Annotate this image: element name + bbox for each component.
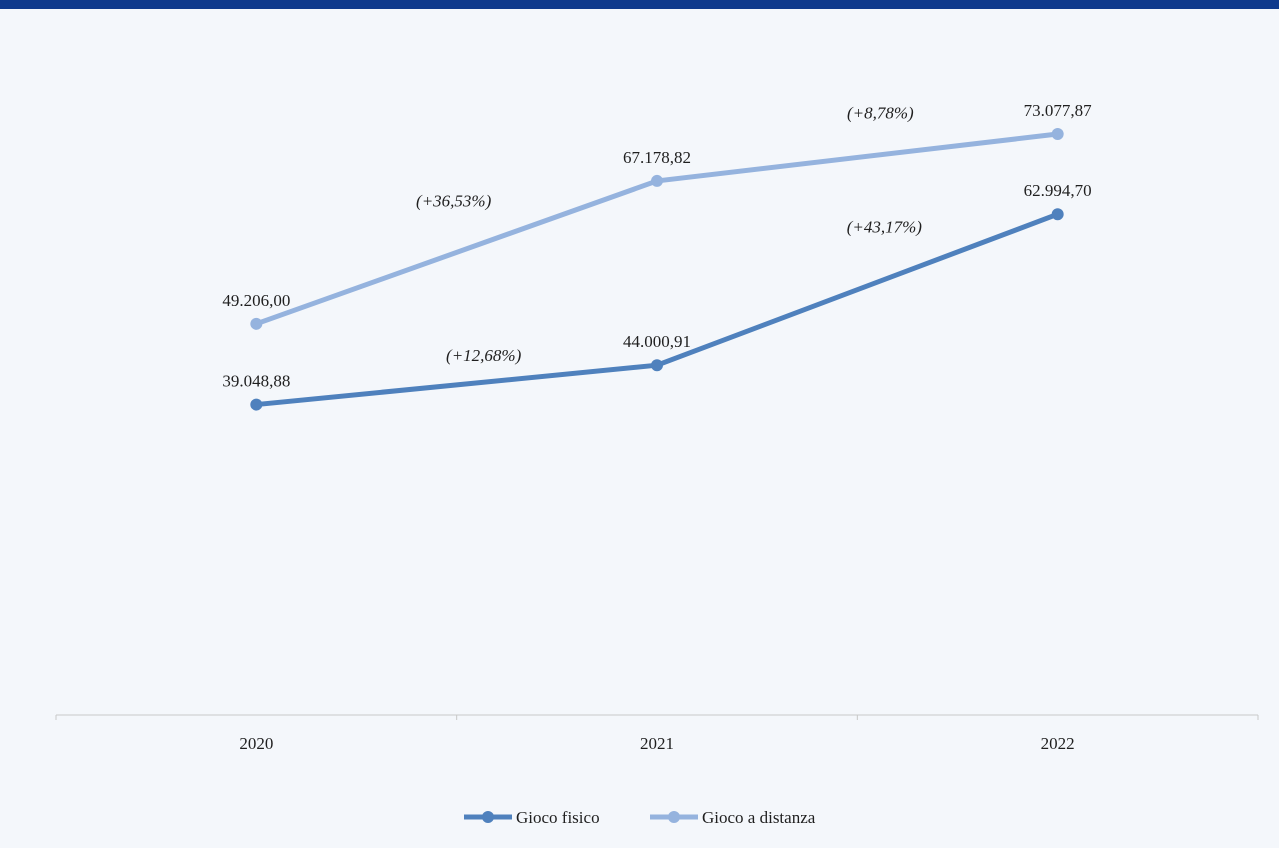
x-tick-label: 2020 (239, 734, 273, 753)
growth-label: (+12,68%) (446, 346, 522, 365)
data-labels: 39.048,88 44.000,91 62.994,70 (+12,68%) (+43… (222, 101, 1092, 391)
data-point (250, 398, 263, 411)
legend-marker (668, 811, 680, 823)
data-point (1051, 208, 1064, 221)
value-label: 62.994,70 (1024, 181, 1092, 200)
top-accent-bar (0, 0, 1279, 9)
x-axis: 2020 2021 2022 (55, 714, 1259, 753)
value-label: 67.178,82 (623, 148, 691, 167)
series-lines (250, 128, 1064, 411)
series-line-gioco-fisico (253, 211, 1061, 408)
legend-label: Gioco fisico (516, 808, 600, 827)
data-point (250, 317, 263, 330)
growth-label: (+43,17%) (847, 218, 923, 237)
value-label: 44.000,91 (623, 332, 691, 351)
legend: Gioco fisico Gioco a distanza (464, 808, 816, 827)
data-point (651, 174, 663, 187)
legend-marker (482, 811, 494, 823)
legend-label: Gioco a distanza (702, 808, 816, 827)
data-point (651, 359, 663, 372)
value-label: 73.077,87 (1024, 101, 1093, 120)
data-point (1051, 128, 1064, 141)
value-label: 39.048,88 (222, 372, 290, 391)
x-tick-label: 2021 (640, 734, 674, 753)
x-tick-label: 2022 (1041, 734, 1075, 753)
growth-label: (+8,78%) (847, 103, 914, 122)
value-label: 49.206,00 (222, 291, 290, 310)
growth-label: (+36,53%) (416, 191, 492, 210)
